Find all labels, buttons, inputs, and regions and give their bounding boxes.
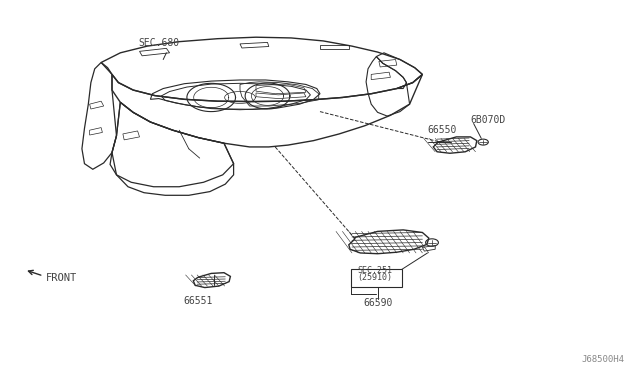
Text: 66551: 66551 — [184, 296, 213, 306]
Text: FRONT: FRONT — [46, 273, 77, 283]
Text: SEC.680: SEC.680 — [138, 38, 179, 48]
Text: (25910): (25910) — [357, 273, 392, 282]
Text: J68500H4: J68500H4 — [581, 355, 624, 364]
Bar — [351, 269, 402, 287]
Text: 6B070D: 6B070D — [470, 115, 506, 125]
Text: 66590: 66590 — [363, 298, 392, 308]
Text: SEC.251: SEC.251 — [357, 266, 392, 275]
Text: 66550: 66550 — [428, 125, 457, 135]
